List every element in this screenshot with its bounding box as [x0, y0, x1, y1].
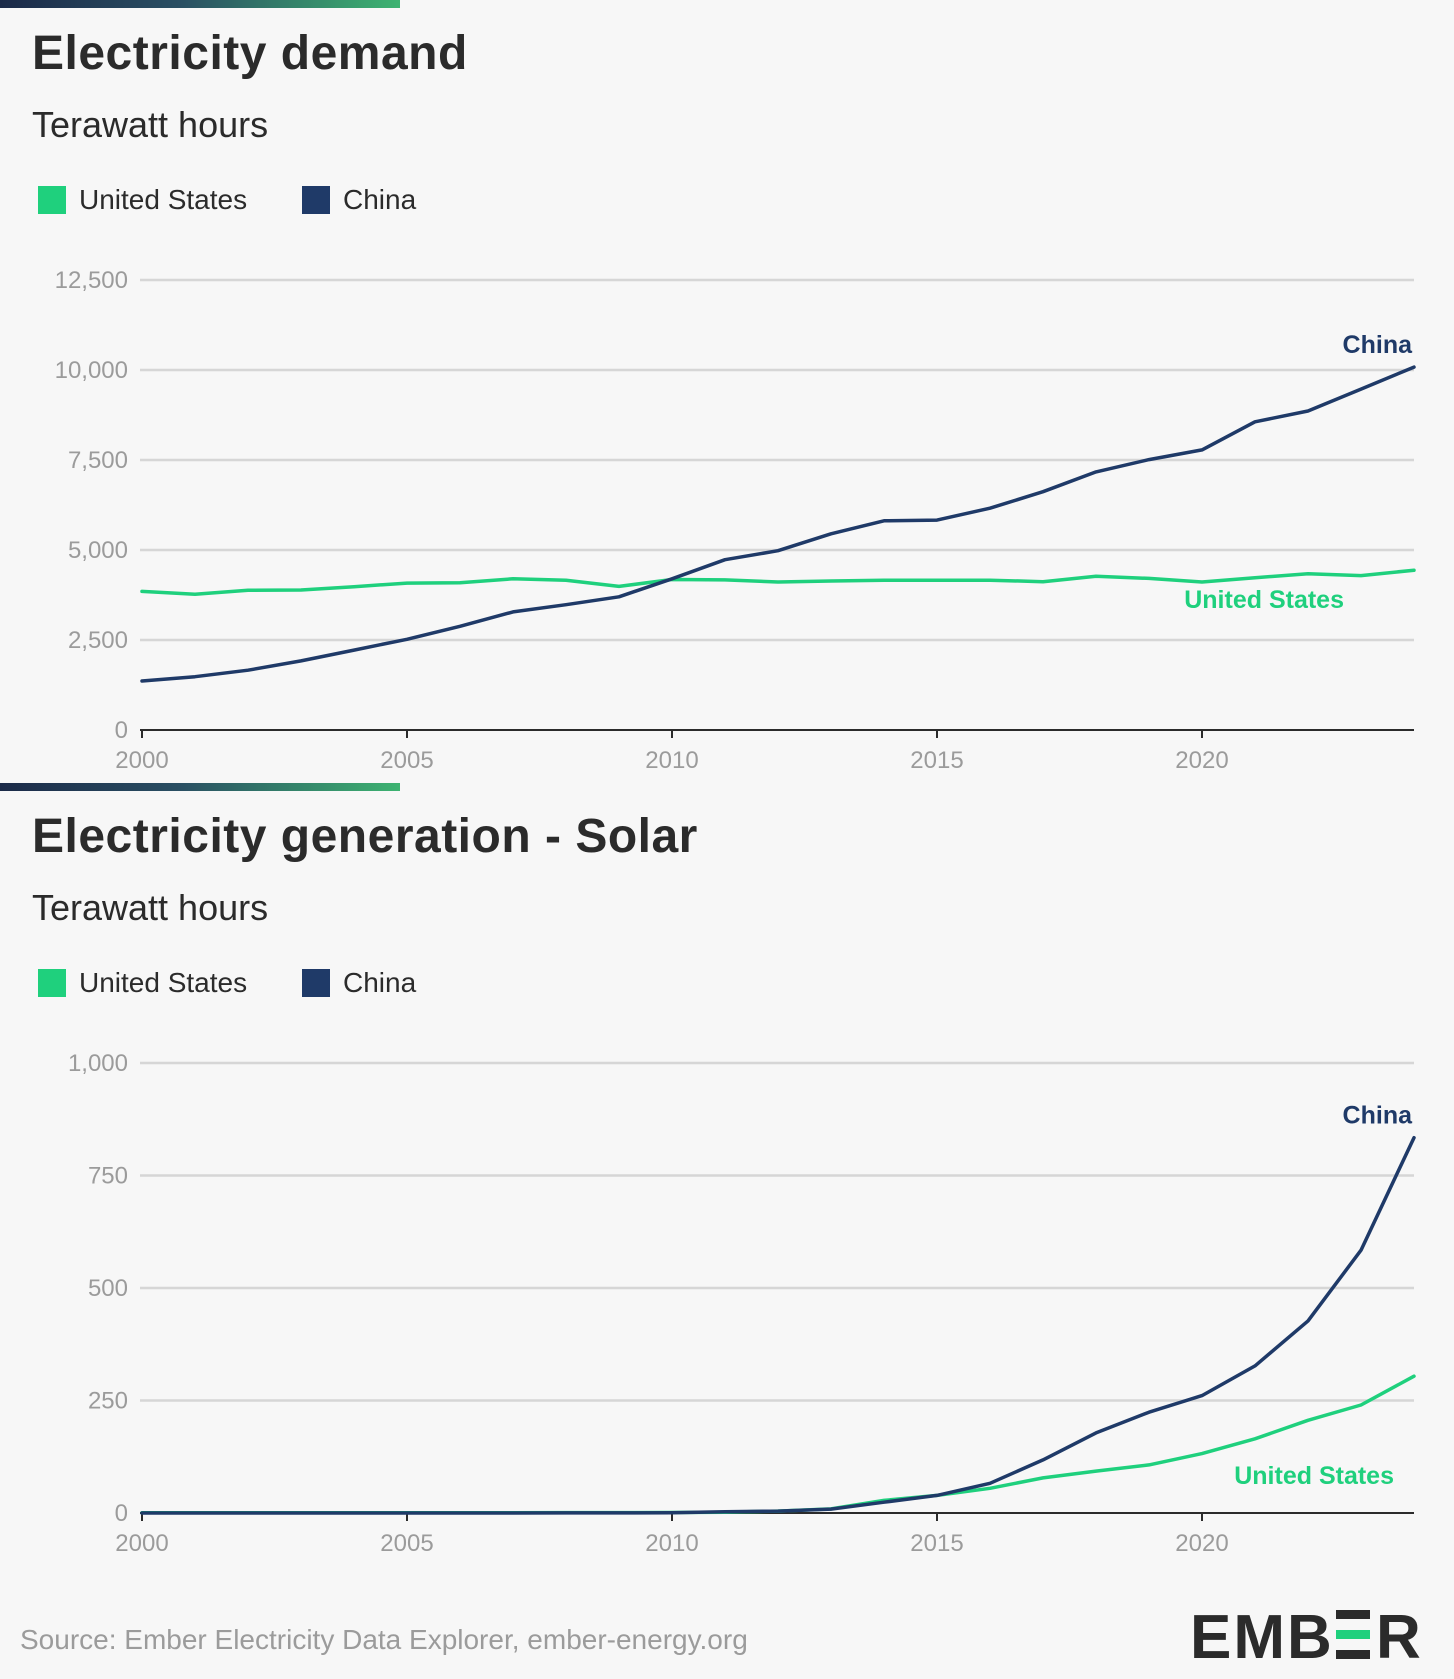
y-tick-label: 7,500	[68, 447, 128, 474]
y-tick-label: 250	[88, 1388, 128, 1415]
x-tick-label: 2000	[115, 1530, 168, 1557]
x-tick-label: 2020	[1175, 1530, 1228, 1557]
svg-text:EMB: EMB	[1190, 1604, 1334, 1666]
series-end-label-china: China	[1343, 331, 1414, 359]
chart-panel-solar: Electricity generation - Solar Terawatt …	[0, 783, 1454, 1563]
y-tick-label: 12,500	[55, 267, 128, 294]
y-tick-label: 2,500	[68, 627, 128, 654]
series-end-label-united-states: United States	[1234, 1462, 1394, 1490]
series-end-label-china: China	[1343, 1102, 1414, 1130]
chart-panel-demand: Electricity demand Terawatt hours United…	[0, 0, 1454, 782]
legend-swatch-china	[302, 186, 330, 214]
series-end-label-united-states: United States	[1184, 586, 1344, 614]
x-tick-label: 2010	[645, 747, 698, 774]
legend-swatch-china	[302, 969, 330, 997]
x-tick-label: 2015	[910, 1530, 963, 1557]
y-tick-label: 1,000	[68, 1050, 128, 1077]
legend-label: China	[343, 967, 417, 998]
chart-title: Electricity generation - Solar	[32, 810, 698, 863]
accent-bar	[0, 783, 400, 791]
chart-title: Electricity demand	[32, 27, 468, 80]
series-line-united-states	[140, 1374, 1416, 1515]
source-note: Source: Ember Electricity Data Explorer,…	[20, 1624, 748, 1655]
x-tick-label: 2000	[115, 747, 168, 774]
series-line-china	[140, 365, 1416, 683]
y-tick-label: 10,000	[55, 357, 128, 384]
y-tick-label: 750	[88, 1163, 128, 1190]
x-tick-label: 2010	[645, 1530, 698, 1557]
legend-swatch-united-states	[38, 186, 66, 214]
legend-label: United States	[79, 967, 248, 998]
series-line-united-states	[140, 568, 1416, 597]
x-tick-label: 2015	[910, 747, 963, 774]
chart-subtitle: Terawatt hours	[32, 104, 269, 145]
y-tick-label: 500	[88, 1275, 128, 1302]
line-chart-demand: 0 2,500 5,000 7,500 10,000 12,500 2000 2005 2010…	[55, 267, 1416, 774]
svg-text:R: R	[1376, 1604, 1421, 1666]
series-line-china	[140, 1135, 1416, 1515]
ember-logo: EMB R	[1190, 1604, 1421, 1666]
chart-subtitle: Terawatt hours	[32, 887, 269, 928]
x-tick-label: 2005	[380, 1530, 433, 1557]
x-tick-label: 2005	[380, 747, 433, 774]
accent-bar	[0, 0, 400, 8]
line-chart-solar: 0 250 500 750 1,000 2000 2005 2010 2015 2020 China…	[68, 1050, 1416, 1557]
y-tick-label: 0	[115, 1500, 128, 1527]
y-tick-label: 5,000	[68, 537, 128, 564]
y-tick-label: 0	[115, 717, 128, 744]
x-tick-label: 2020	[1175, 747, 1228, 774]
legend-label: United States	[79, 184, 248, 215]
legend-swatch-united-states	[38, 969, 66, 997]
legend-label: China	[343, 184, 417, 215]
